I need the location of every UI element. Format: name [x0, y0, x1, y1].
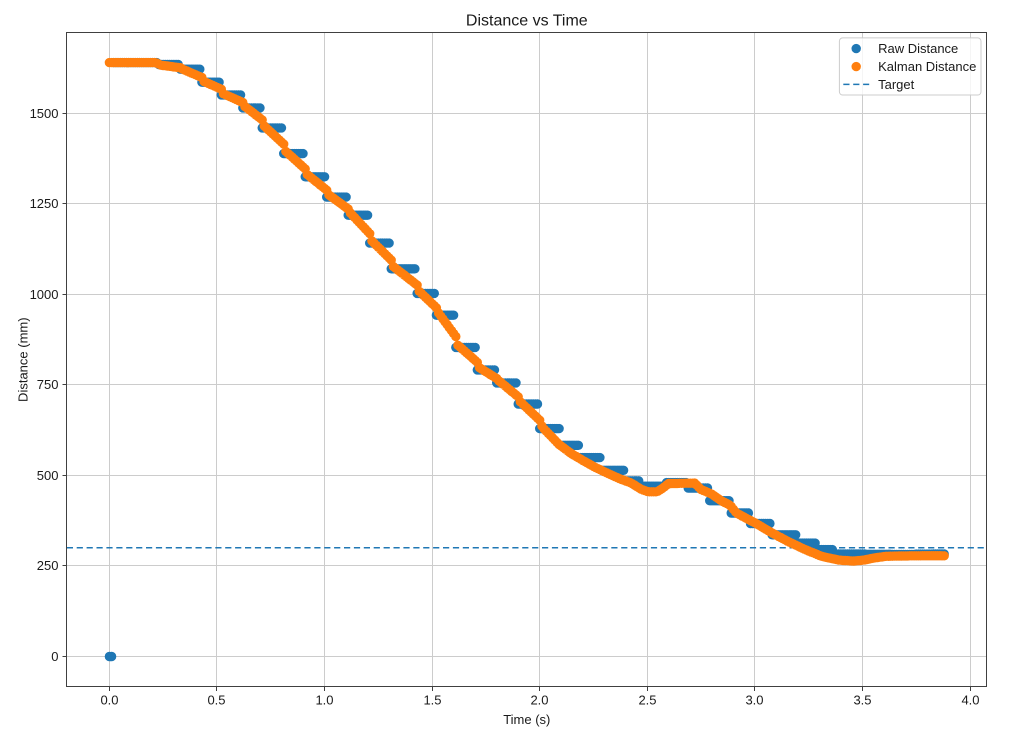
svg-text:2.5: 2.5	[638, 693, 656, 708]
svg-text:2.0: 2.0	[530, 693, 548, 708]
svg-text:500: 500	[37, 468, 59, 483]
svg-text:4.0: 4.0	[961, 693, 979, 708]
svg-text:Time (s): Time (s)	[503, 712, 550, 727]
svg-text:0.5: 0.5	[207, 693, 225, 708]
svg-text:1500: 1500	[30, 106, 59, 121]
svg-text:250: 250	[37, 558, 59, 573]
svg-text:Target: Target	[878, 77, 915, 92]
svg-text:3.5: 3.5	[853, 693, 871, 708]
svg-text:1.5: 1.5	[423, 693, 441, 708]
svg-text:3.0: 3.0	[745, 693, 763, 708]
svg-text:Distance (mm): Distance (mm)	[16, 317, 31, 402]
svg-text:0.0: 0.0	[100, 693, 118, 708]
svg-text:1000: 1000	[30, 287, 59, 302]
svg-text:Kalman Distance: Kalman Distance	[878, 59, 976, 74]
svg-text:1.0: 1.0	[315, 693, 333, 708]
svg-text:Raw Distance: Raw Distance	[878, 41, 958, 56]
svg-text:Distance vs Time: Distance vs Time	[466, 13, 588, 30]
svg-text:0: 0	[51, 649, 58, 664]
svg-text:750: 750	[37, 377, 59, 392]
svg-text:1250: 1250	[30, 196, 59, 211]
